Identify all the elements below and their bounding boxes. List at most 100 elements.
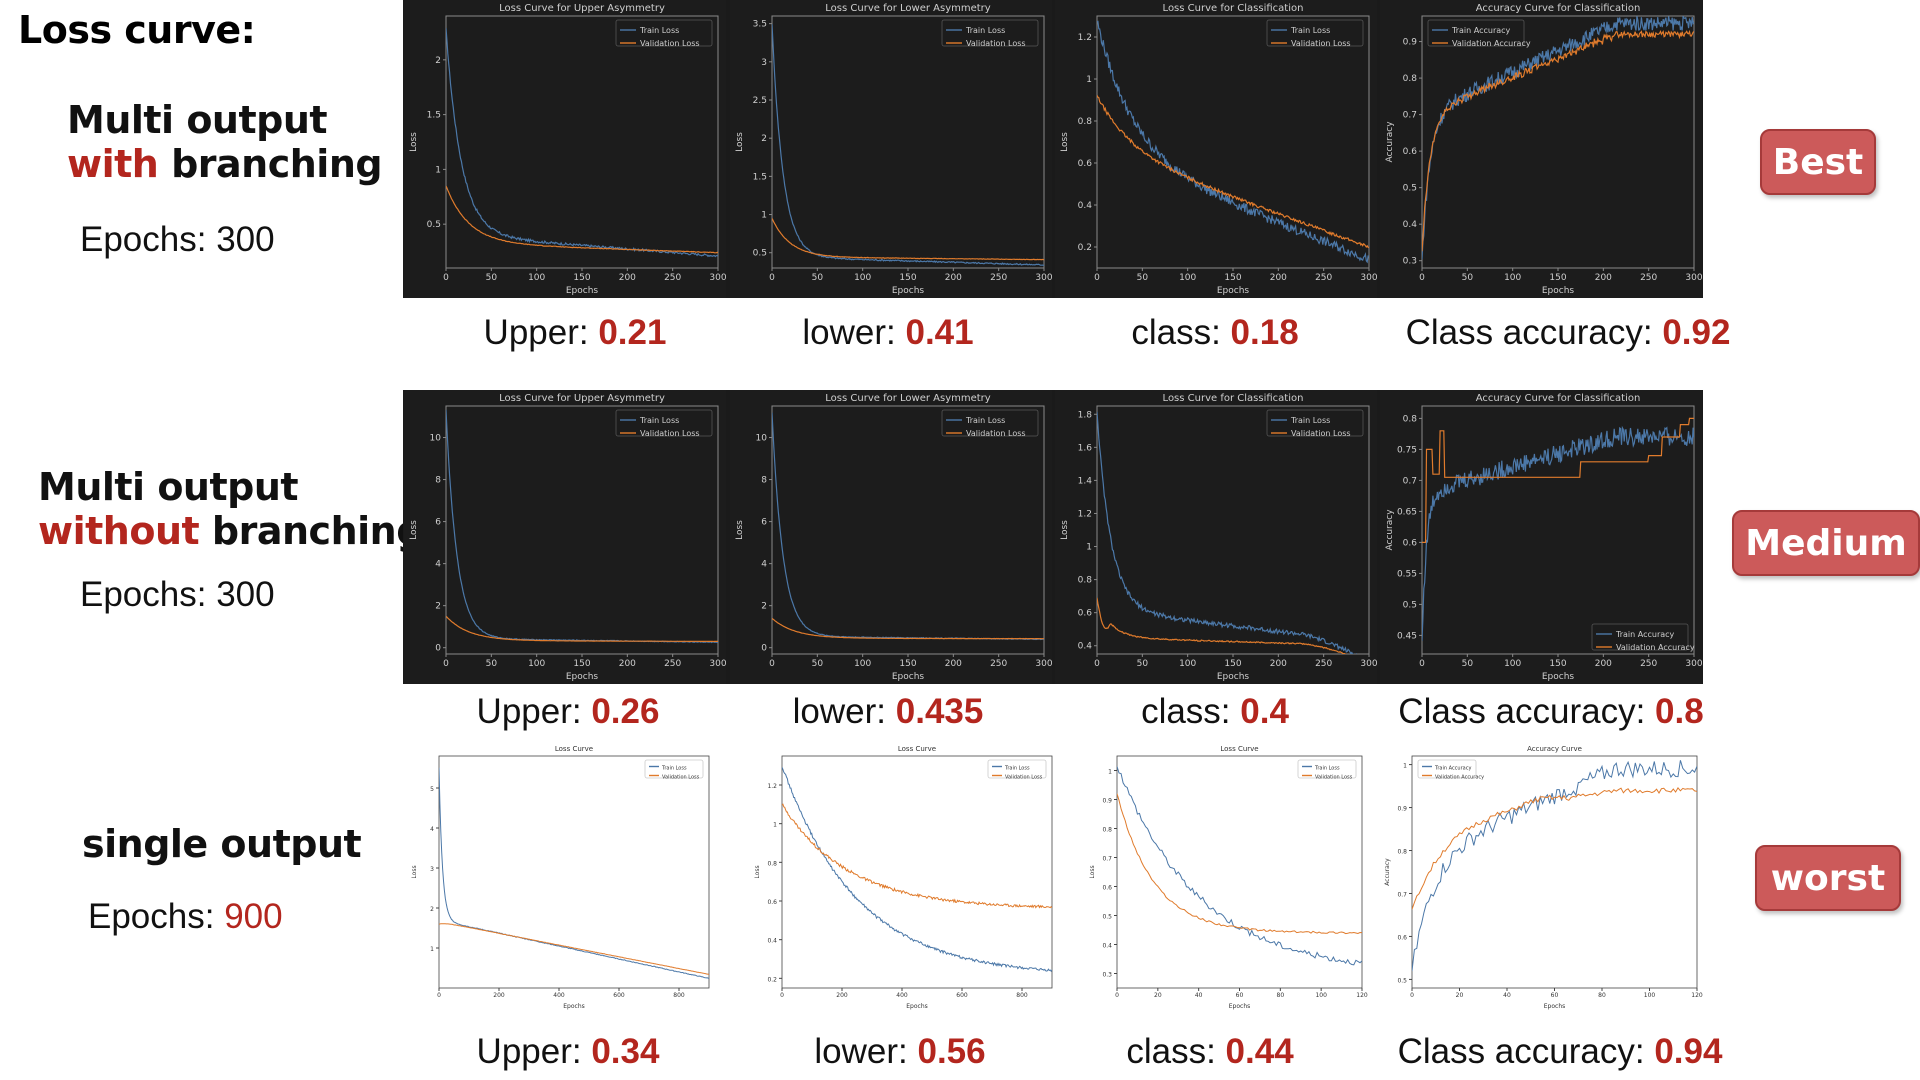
y-tick-label: 4	[761, 560, 767, 570]
legend-label: Validation Loss	[640, 429, 700, 438]
x-tick-label: 400	[553, 992, 565, 999]
chart-title: Loss Curve	[1220, 745, 1258, 753]
y-tick-label: 0.6	[1403, 147, 1418, 157]
y-tick-label: 0.8	[1078, 576, 1093, 586]
series-line-validation	[782, 803, 1052, 909]
x-tick-label: 80	[1277, 992, 1285, 999]
x-tick-label: 60	[1236, 992, 1244, 999]
y-tick-label: 0.8	[1102, 827, 1112, 834]
x-axis-label: Epochs	[566, 672, 599, 682]
y-tick-label: 0.4	[1403, 220, 1418, 230]
series-line-train	[1097, 20, 1369, 264]
chart-background	[404, 390, 726, 684]
legend-box	[1266, 19, 1364, 47]
series-line-train	[446, 28, 718, 258]
x-tick-label: 250	[1315, 273, 1332, 283]
legend-label: Validation Loss	[1005, 775, 1043, 781]
method-line1: Multi output	[67, 98, 328, 142]
legend-label: Validation Accuracy	[1435, 775, 1484, 781]
x-tick-label: 120	[1356, 992, 1368, 999]
y-tick-label: 0.3	[1102, 972, 1112, 979]
metric-label: Upper:	[476, 692, 592, 731]
chart-title: Loss Curve for Lower Asymmetry	[825, 393, 990, 404]
y-tick-label: 2.5	[753, 96, 767, 106]
y-tick-label: 0.8	[1397, 849, 1407, 856]
x-tick-label: 40	[1195, 992, 1203, 999]
x-axis-label: Epochs	[1544, 1003, 1566, 1010]
y-tick-label: 3.5	[753, 20, 767, 30]
epochs-value: 900	[224, 897, 283, 936]
legend-box	[1591, 623, 1689, 651]
epochs-label: Epochs:	[80, 575, 217, 614]
x-tick-label: 0	[1115, 992, 1119, 999]
metric-upper-row1: Upper: 0.21	[484, 313, 667, 353]
x-tick-label: 300	[1685, 273, 1702, 283]
x-tick-label: 250	[1640, 659, 1657, 669]
x-tick-label: 50	[1137, 273, 1149, 283]
x-tick-label: 200	[1595, 273, 1612, 283]
method-label-row3: single output	[82, 822, 362, 866]
x-tick-label: 200	[1270, 659, 1287, 669]
chart-background	[730, 0, 1052, 298]
metric-value: 0.41	[905, 313, 974, 352]
y-tick-label: 1	[1403, 763, 1407, 770]
metric-lower-row3: lower: 0.56	[814, 1032, 985, 1072]
legend: Train Loss Validation Loss	[987, 759, 1047, 781]
y-tick-label: 2	[435, 56, 441, 66]
y-axis-label: Loss	[754, 865, 761, 878]
x-tick-label: 150	[899, 273, 916, 283]
plot-frame	[438, 755, 710, 989]
epochs-value: 300	[216, 220, 275, 259]
y-tick-label: 0.7	[1403, 111, 1417, 121]
y-tick-label: 0.4	[1102, 943, 1112, 950]
y-tick-label: 0.6	[767, 899, 777, 906]
legend-label: Train Loss	[1004, 766, 1030, 772]
chart-background	[1380, 0, 1702, 298]
method-line1: Multi output	[38, 465, 299, 509]
method-highlight: without	[38, 509, 200, 553]
y-tick-label: 2	[761, 602, 767, 612]
y-tick-label: 0.5	[1397, 977, 1407, 984]
legend-box	[941, 409, 1039, 437]
y-tick-label: 1	[1086, 75, 1092, 85]
metric-label: lower:	[792, 692, 896, 731]
x-tick-label: 50	[486, 273, 498, 283]
legend-label: Train Loss	[661, 766, 687, 772]
legend-label: Train Accuracy	[1451, 26, 1511, 35]
y-tick-label: 0.3	[1403, 257, 1417, 267]
metric-label: class:	[1131, 313, 1231, 352]
x-tick-label: 100	[1644, 992, 1656, 999]
metric-class-row3: class: 0.44	[1126, 1032, 1293, 1072]
x-tick-label: 100	[528, 659, 545, 669]
x-tick-label: 400	[896, 992, 908, 999]
legend-label: Train Loss	[639, 26, 679, 35]
metric-value: 0.8	[1655, 692, 1704, 731]
metric-label: Class accuracy:	[1398, 692, 1656, 731]
y-tick-label: 0.5	[753, 249, 767, 259]
metric-class-row1: class: 0.18	[1131, 313, 1298, 353]
y-tick-label: 0.8	[1403, 414, 1418, 424]
method-label-row2: Multi output without branching	[38, 465, 423, 553]
x-tick-label: 0	[769, 273, 775, 283]
x-tick-label: 100	[1315, 992, 1327, 999]
x-tick-label: 800	[673, 992, 685, 999]
y-tick-label: 0.4	[1078, 642, 1093, 652]
x-tick-label: 600	[956, 992, 968, 999]
metric-label: Upper:	[483, 313, 599, 352]
legend-label: Train Accuracy	[1615, 630, 1675, 639]
series-line-train	[1097, 411, 1357, 654]
method-rest: branching	[158, 142, 383, 186]
series-line-validation	[1412, 787, 1697, 910]
x-tick-label: 50	[812, 273, 824, 283]
rating-badge-best: Best	[1760, 129, 1876, 195]
chart-background	[730, 390, 1052, 684]
legend: Train Loss Validation Loss	[941, 19, 1039, 48]
epochs-row1: Epochs: 300	[80, 220, 275, 260]
chart-title: Loss Curve for Classification	[1163, 3, 1304, 14]
y-tick-label: 0.6	[1078, 609, 1093, 619]
y-axis-label: Accuracy	[1384, 858, 1391, 886]
legend-box	[615, 409, 713, 437]
x-tick-label: 250	[990, 659, 1007, 669]
y-tick-label: 1	[1086, 543, 1092, 553]
x-axis-label: Epochs	[1542, 672, 1575, 682]
